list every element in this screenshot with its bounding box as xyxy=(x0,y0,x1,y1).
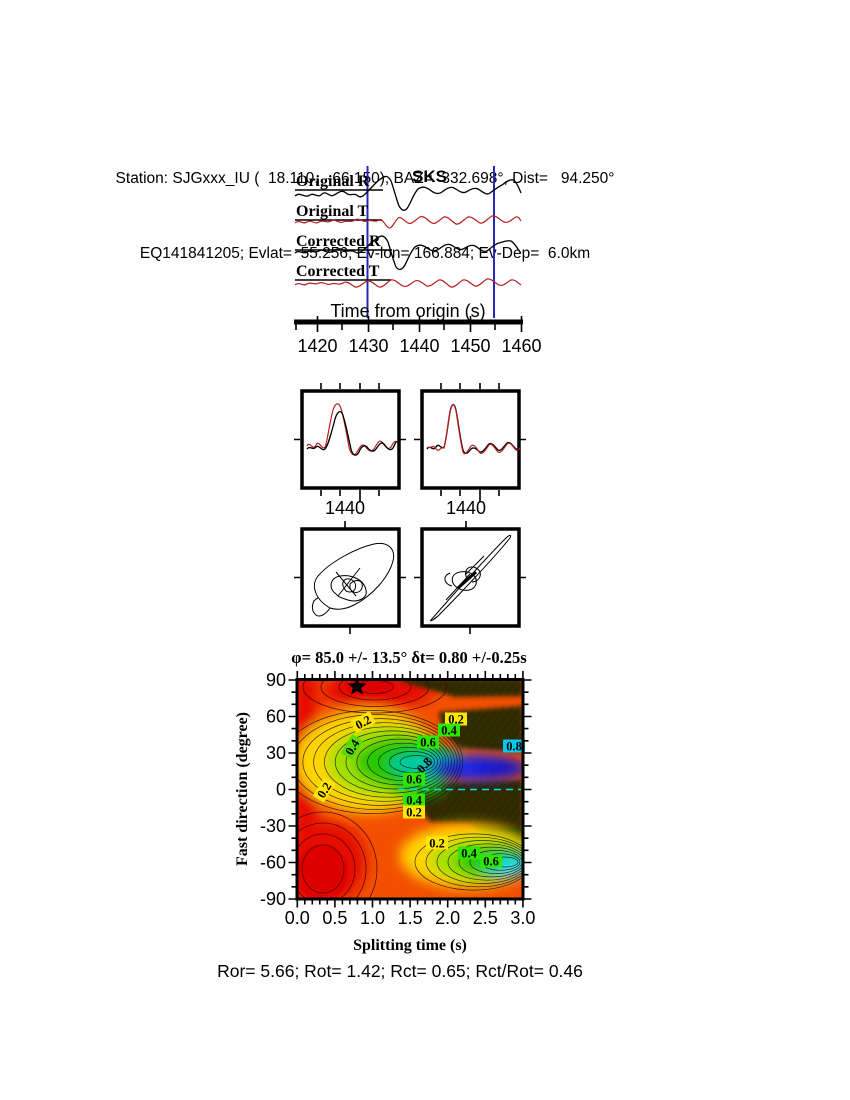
xtick-05: 0.5 xyxy=(322,908,347,928)
contour-label: 0.2 xyxy=(353,713,373,733)
time-axis-label: Time from origin (s) xyxy=(330,301,485,321)
contour-x-major-ticks xyxy=(296,671,524,908)
pm-dense-segment xyxy=(457,570,477,590)
middle-panels: 1440 1440 xyxy=(294,383,526,634)
time-tick-1430: 1430 xyxy=(348,336,388,356)
contour-label: 0.8 xyxy=(506,740,522,754)
contour-ylabel: Fast direction (degree) xyxy=(234,712,251,866)
box-ticks xyxy=(294,383,526,634)
ytick-m60: -60 xyxy=(260,853,286,873)
fast-trace-original xyxy=(306,403,398,456)
xtick-15: 1.5 xyxy=(398,908,423,928)
contour-y-major-ticks xyxy=(288,679,532,900)
contour-label: 0.4 xyxy=(461,847,477,861)
xtick-10: 1.0 xyxy=(360,908,385,928)
particle-motion-corrected xyxy=(430,534,512,622)
trace-label-corrected-r: Corrected R xyxy=(296,233,381,250)
pair-axis-tick-left: 1440 xyxy=(325,498,365,518)
original-t-trace xyxy=(294,215,522,229)
original-r-trace xyxy=(294,175,522,211)
trace-label-original-t: Original T xyxy=(296,203,368,220)
contour-label: 0.2 xyxy=(406,806,422,820)
time-tick-1460: 1460 xyxy=(501,336,541,356)
particle-motion-corrected-box xyxy=(420,527,521,628)
contour-label: 0.4 xyxy=(441,724,457,738)
contour-y-minor-ticks xyxy=(291,691,529,888)
ytick-m30: -30 xyxy=(260,816,286,836)
ytick-90: 90 xyxy=(266,670,286,690)
time-tick-1420: 1420 xyxy=(297,336,337,356)
contour-xlabel: Splitting time (s) xyxy=(353,937,467,954)
xtick-30: 3.0 xyxy=(510,908,535,928)
pair-axis-tick-right: 1440 xyxy=(446,498,486,518)
ytick-0: 0 xyxy=(276,780,286,800)
contour-label: 0.4 xyxy=(406,794,422,808)
contour-rings xyxy=(297,679,523,899)
fast-slow-corrected-box xyxy=(420,389,521,490)
slow-trace-original xyxy=(306,410,398,456)
time-tick-1440: 1440 xyxy=(399,336,439,356)
header: Station: SJGxxx_IU ( 18.110, -66.150), B… xyxy=(0,116,730,316)
time-axis-major-ticks xyxy=(316,316,523,332)
contour-color-field xyxy=(297,679,523,899)
trace-label-corrected-t: Corrected T xyxy=(296,263,380,280)
contour-label: 0.6 xyxy=(406,773,422,787)
sks-phase-label: SKS xyxy=(412,167,447,186)
corrected-t-trace xyxy=(294,278,522,288)
quality-stats-line: Ror= 5.66; Rot= 1.42; Rct= 0.65; Rct/Rot… xyxy=(217,961,583,981)
ytick-30: 30 xyxy=(266,743,286,763)
contour-label: 0.6 xyxy=(483,855,499,869)
waveform-panel: Original R SKS Original T Corrected R Co… xyxy=(294,166,542,356)
corrected-r-trace xyxy=(294,235,522,271)
particle-motion-original xyxy=(311,542,395,617)
xtick-20: 2.0 xyxy=(435,908,460,928)
fast-slow-original-box xyxy=(300,389,401,490)
contour-title: φ= 85.0 +/- 13.5° δt= 0.80 +/-0.25s xyxy=(291,648,527,667)
trace-label-original-r: Original R xyxy=(296,173,370,190)
xtick-25: 2.5 xyxy=(473,908,498,928)
time-axis-minor-ticks xyxy=(295,324,496,330)
time-tick-1450: 1450 xyxy=(450,336,490,356)
contour-label: 0.2 xyxy=(429,837,445,851)
contour-x-minor-ticks xyxy=(304,674,517,905)
particle-motion-original-box xyxy=(300,527,401,628)
contour-value-labels: 0.2 0.2 0.4 0.6 0.8 0.4 0.8 0.2 0.6 0.4 … xyxy=(312,711,525,869)
ytick-m90: -90 xyxy=(260,889,286,909)
station-info-line: Station: SJGxxx_IU ( 18.110, -66.150), B… xyxy=(115,170,615,187)
contour-label: 0.6 xyxy=(420,736,436,750)
contour-label: 0.2 xyxy=(448,713,464,727)
contour-frame xyxy=(295,678,525,901)
xtick-00: 0.0 xyxy=(285,908,310,928)
best-solution-star-icon xyxy=(347,677,367,695)
misfit-contour-plot: φ= 85.0 +/- 13.5° δt= 0.80 +/-0.25s xyxy=(234,648,535,954)
ytick-60: 60 xyxy=(266,707,286,727)
fast-trace-corrected xyxy=(426,404,521,455)
